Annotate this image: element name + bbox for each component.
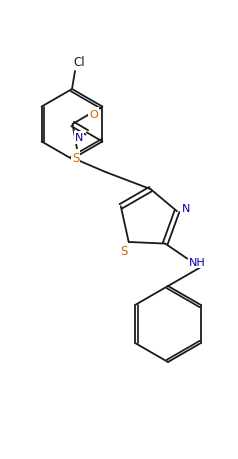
Text: N: N (75, 133, 83, 143)
Text: NH: NH (189, 257, 206, 267)
Text: Cl: Cl (73, 56, 85, 69)
Text: S: S (120, 245, 127, 258)
Text: N: N (182, 204, 190, 214)
Text: S: S (72, 151, 79, 164)
Text: O: O (89, 109, 98, 119)
